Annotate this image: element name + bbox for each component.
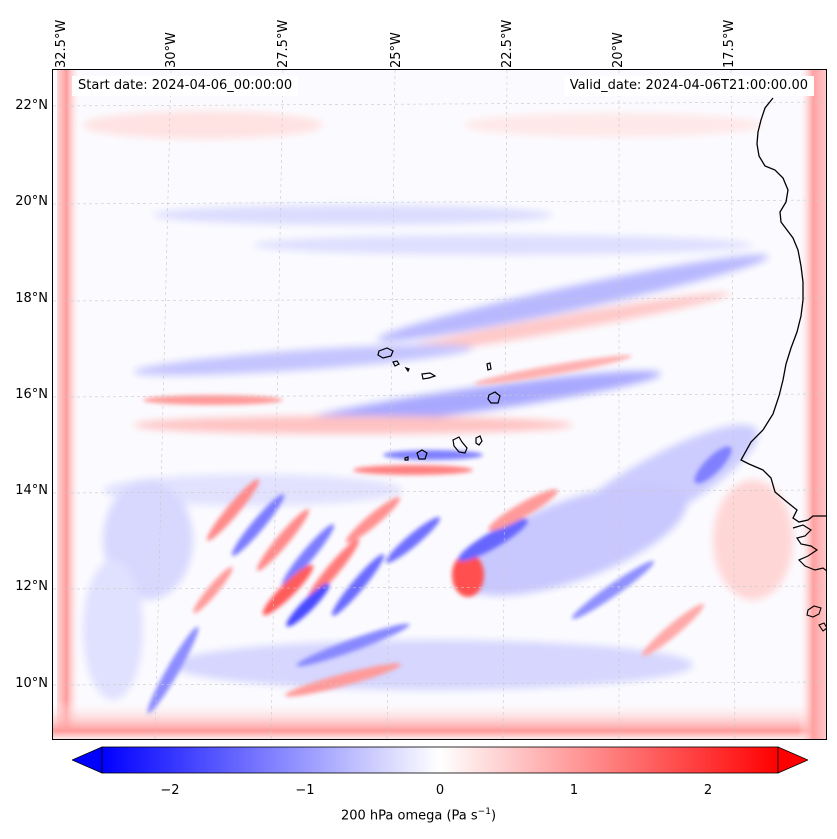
- colorbar-extend-min: [72, 746, 103, 774]
- longitude-label: 20°W: [611, 32, 626, 68]
- latitude-label: 10°N: [15, 676, 48, 691]
- latitude-label: 16°N: [15, 387, 48, 402]
- colorbar-tick-label: 1: [569, 783, 579, 798]
- edge-band-left: [57, 70, 81, 739]
- longitude-label: 22.5°W: [500, 19, 515, 68]
- gravity-wave-streaks: [143, 355, 732, 714]
- longitude-label: 27.5°W: [276, 19, 291, 68]
- latitude-label: 22°N: [15, 98, 48, 113]
- colorbar-extend-max: [777, 746, 808, 774]
- omega-map: [52, 69, 827, 740]
- longitude-label: 25°W: [389, 32, 404, 68]
- colorbar-tick-label: 2: [703, 783, 713, 798]
- omega-field: [83, 111, 793, 700]
- longitude-label: 30°W: [164, 32, 179, 68]
- graticule: [53, 70, 826, 739]
- start-date-label: Start date: 2024-04-06_00:00:00: [72, 76, 299, 96]
- longitude-label: 17.5°W: [722, 19, 737, 68]
- cape-verde-islands: [377, 347, 501, 461]
- coastline-guinea-bissau: [792, 524, 826, 572]
- latitude-label: 18°N: [15, 291, 48, 306]
- colorbar-tick-label: −1: [295, 783, 315, 798]
- colorbar-tick-label: 0: [435, 783, 445, 798]
- colorbar-label: 200 hPa omega (Pa s−1): [340, 807, 497, 824]
- edge-band-right: [798, 70, 826, 739]
- bijagos-islands: [806, 605, 826, 632]
- colorbar-gradient: [101, 746, 779, 774]
- edge-band-bottom: [53, 700, 826, 739]
- colorbar-tick-label: −2: [160, 783, 180, 798]
- map-canvas: [53, 70, 826, 739]
- latitude-label: 20°N: [15, 194, 48, 209]
- longitude-label: 32.5°W: [54, 19, 69, 68]
- latitude-label: 14°N: [15, 483, 48, 498]
- latitude-label: 12°N: [15, 579, 48, 594]
- valid-date-label: Valid_date: 2024-04-06T21:00:00.00: [563, 76, 814, 96]
- colorbar: [72, 746, 808, 774]
- coastline: [740, 97, 826, 523]
